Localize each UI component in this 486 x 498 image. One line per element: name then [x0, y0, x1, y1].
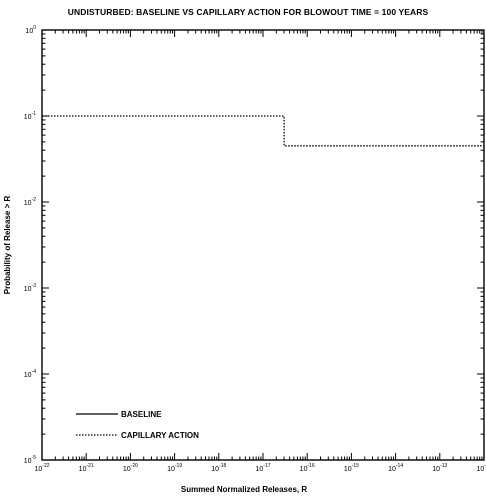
plot-frame — [41, 29, 485, 461]
y-tick-label: 10-5 — [24, 455, 36, 465]
series-line-capillary-action — [42, 115, 484, 147]
chart-title: UNDISTURBED: BASELINE VS CAPILLARY ACTIO… — [68, 7, 429, 17]
x-tick-label: 10-21 — [79, 463, 94, 473]
legend: BASELINE CAPILLARY ACTION — [76, 410, 199, 440]
y-axis-tick-labels: 100 10-1 10-2 10-3 10-4 10-5 — [24, 25, 36, 465]
legend-label-baseline: BASELINE — [121, 410, 162, 419]
x-tick-label: 10-18 — [211, 463, 226, 473]
y-axis-ticks — [42, 33, 484, 461]
x-axis-tick-labels: 10-22 10-21 10-20 10-19 10-18 10-17 10-16 10-15… — [34, 463, 486, 473]
x-axis-ticks — [41, 30, 483, 460]
y-axis-label: Probability of Release > R — [3, 196, 12, 295]
x-tick-label: 10-22 — [34, 463, 49, 473]
x-tick-label: 10-15 — [344, 463, 359, 473]
y-tick-label: 10-2 — [24, 197, 36, 207]
y-tick-label: 10-3 — [24, 283, 36, 293]
y-tick-label: 10-4 — [24, 369, 36, 379]
x-axis-label: Summed Normalized Releases, R — [181, 485, 307, 494]
x-tick-label: 10-17 — [255, 463, 270, 473]
series-layer — [42, 115, 484, 147]
y-tick-label: 100 — [25, 25, 36, 35]
x-tick-label: 10-14 — [388, 463, 403, 473]
y-tick-label: 10-1 — [24, 111, 36, 121]
legend-label-capillary-action: CAPILLARY ACTION — [121, 431, 199, 440]
x-tick-label: 10-20 — [123, 463, 138, 473]
x-tick-label: 10-13 — [432, 463, 447, 473]
x-tick-label: 10-19 — [167, 463, 182, 473]
x-tick-label: 10-12 — [476, 463, 486, 473]
x-tick-label: 10-16 — [300, 463, 315, 473]
